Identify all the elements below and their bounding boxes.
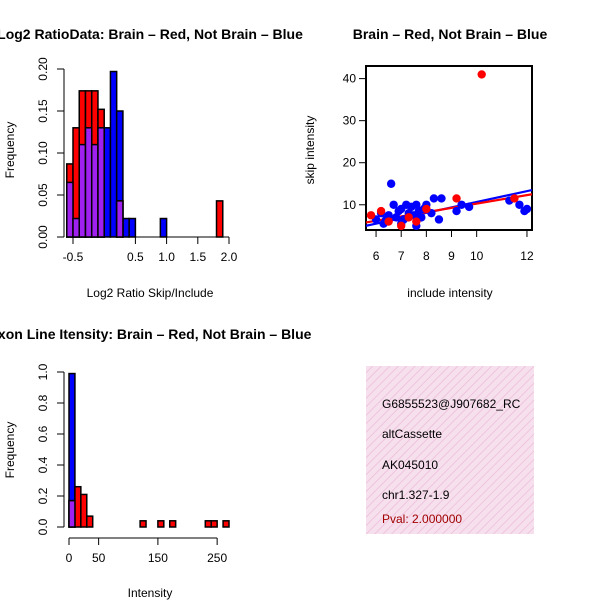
info-pval: Pval: 2.000000 (382, 512, 462, 526)
scatter-y-axis-label: skip intensity (303, 116, 317, 185)
intensity-bar-overlap-0 (68, 499, 76, 528)
info-probe-id: G6855523@J907682_RC (382, 397, 521, 411)
ratio-x-axis-label: Log2 Ratio Skip/Include (87, 286, 214, 300)
info-accession: AK045010 (382, 458, 438, 472)
ratio-x-tick-label-4: 2.0 (221, 250, 238, 264)
intensity-bar-brain-5 (157, 520, 165, 528)
scatter-point-brain-2 (384, 217, 393, 226)
ratio-y-tick-label-3: 0.15 (36, 99, 50, 123)
scatter-point-notbrain-22 (434, 215, 444, 224)
info-panel: G6855523@J907682_RC altCassette AK045010… (366, 366, 534, 534)
scatter-x-tick-label-0: 6 (373, 249, 380, 263)
scatter-x-tick-label-4: 10 (470, 249, 484, 263)
ratio-x-tick-label-1: 0.5 (127, 250, 144, 264)
scatter-point-brain-0 (366, 211, 376, 220)
scatter-point-brain-6 (422, 204, 431, 214)
ratio-bar-notbrain-9 (122, 217, 130, 238)
ratio-chart-title: Log2 RatioData: Brain – Red, Not Brain –… (0, 26, 303, 42)
intensity-bar-brain-4 (139, 520, 147, 528)
intensity-bar-brain-6 (168, 520, 177, 528)
scatter-point-notbrain-28 (515, 200, 524, 209)
ratio-x-tick-label-2: 1.0 (158, 250, 175, 264)
intensity-bar-brain-8 (210, 520, 218, 528)
scatter-y-tick-label-1: 20 (343, 156, 357, 170)
scatter-x-axis-label: include intensity (407, 286, 492, 300)
scatter-point-notbrain-30 (522, 204, 532, 214)
intensity-chart-title: Exon Line Itensity: Brain – Red, Not Bra… (0, 326, 312, 342)
scatter-point-notbrain-24 (452, 206, 461, 216)
intensity-x-tick-label-0: 0 (66, 551, 73, 565)
scatter-point-notbrain-15 (412, 200, 421, 209)
ratio-bar-brain-7 (215, 200, 224, 238)
scatter-plot-box (365, 65, 533, 231)
ratio-y-tick-label-2: 0.10 (36, 141, 50, 165)
scatter-point-notbrain-25 (457, 200, 466, 209)
intensity-x-tick-label-2: 150 (148, 551, 168, 565)
scatter-y-tick-label-3: 40 (343, 72, 357, 86)
scatter-y-tick-label-0: 10 (343, 198, 357, 212)
scatter-point-brain-5 (412, 217, 421, 226)
scatter-x-tick-label-3: 9 (448, 249, 455, 263)
intensity-y-tick-label-3: 0.6 (36, 425, 50, 442)
scatter-x-tick-label-2: 8 (423, 249, 430, 263)
scatter-point-notbrain-6 (389, 200, 398, 209)
intensity-x-axis-label: Intensity (128, 586, 173, 600)
intensity-bar-brain-7 (204, 520, 212, 528)
intensity-y-tick-label-4: 0.8 (36, 394, 50, 411)
ratio-bar-overlap-1 (72, 217, 80, 238)
scatter-x-tick-label-1: 7 (398, 249, 405, 263)
ratio-x-tick-label-3: 1.5 (189, 250, 206, 264)
intensity-bar-brain-2 (80, 493, 88, 528)
ratio-bar-overlap-8 (115, 200, 124, 238)
ratio-bar-notbrain-10 (128, 217, 137, 238)
intensity-bar-brain-3 (86, 515, 94, 528)
ratio-histogram-panel: Log2 RatioData: Brain – Red, Not Brain –… (0, 26, 303, 300)
intensity-y-tick-label-2: 0.4 (36, 456, 50, 473)
intensity-y-tick-label-1: 0.2 (36, 487, 50, 504)
intensity-y-tick-label-0: 0.0 (36, 518, 50, 535)
ratio-x-tick-label-0: -0.5 (63, 250, 84, 264)
scatter-point-notbrain-5 (386, 179, 396, 188)
scatter-point-brain-4 (404, 213, 413, 222)
intensity-bar-brain-1 (74, 485, 82, 528)
intensity-y-tick-label-5: 1.0 (36, 363, 50, 380)
ratio-y-axis-label: Frequency (3, 122, 17, 179)
scatter-point-brain-9 (510, 194, 519, 203)
scatter-point-brain-3 (397, 221, 406, 230)
scatter-point-notbrain-21 (429, 194, 439, 203)
info-box-background (366, 366, 534, 534)
ratio-bar-overlap-3 (84, 127, 93, 238)
ratio-bar-notbrain-7 (109, 70, 118, 238)
ratio-y-tick-label-0: 0.00 (36, 225, 50, 249)
ratio-bar-overlap-0 (66, 181, 74, 238)
scatter-point-notbrain-23 (437, 194, 446, 203)
scatter-point-brain-7 (452, 194, 461, 203)
scatter-panel: Brain – Red, Not Brain – Blue include in… (303, 26, 547, 300)
scatter-x-tick-label-5: 12 (520, 249, 534, 263)
intensity-y-axis-label: Frequency (3, 422, 17, 479)
intensity-histogram-panel: Exon Line Itensity: Brain – Red, Not Bra… (0, 326, 312, 600)
ratio-y-tick-label-1: 0.05 (36, 183, 50, 207)
scatter-chart-title: Brain – Red, Not Brain – Blue (353, 26, 548, 42)
ratio-bar-overlap-5 (97, 127, 105, 238)
scatter-point-notbrain-7 (391, 213, 401, 222)
scatter-point-notbrain-26 (464, 202, 474, 212)
ratio-y-tick-label-4: 0.20 (36, 57, 50, 81)
intensity-x-tick-label-3: 250 (207, 551, 227, 565)
scatter-y-tick-label-2: 30 (343, 114, 357, 128)
ratio-bar-notbrain-11 (159, 217, 168, 238)
scatter-point-brain-1 (376, 206, 386, 216)
scatter-point-brain-8 (477, 70, 486, 79)
ratio-bar-notbrain-6 (103, 127, 112, 238)
info-location: chr1.327-1.9 (382, 488, 450, 502)
scatter-point-notbrain-4 (384, 211, 393, 220)
info-event-type: altCassette (382, 427, 442, 441)
ratio-bar-overlap-2 (78, 143, 87, 238)
ratio-bar-overlap-4 (90, 143, 99, 238)
intensity-bar-brain-9 (222, 520, 230, 528)
intensity-x-tick-label-1: 50 (92, 551, 106, 565)
